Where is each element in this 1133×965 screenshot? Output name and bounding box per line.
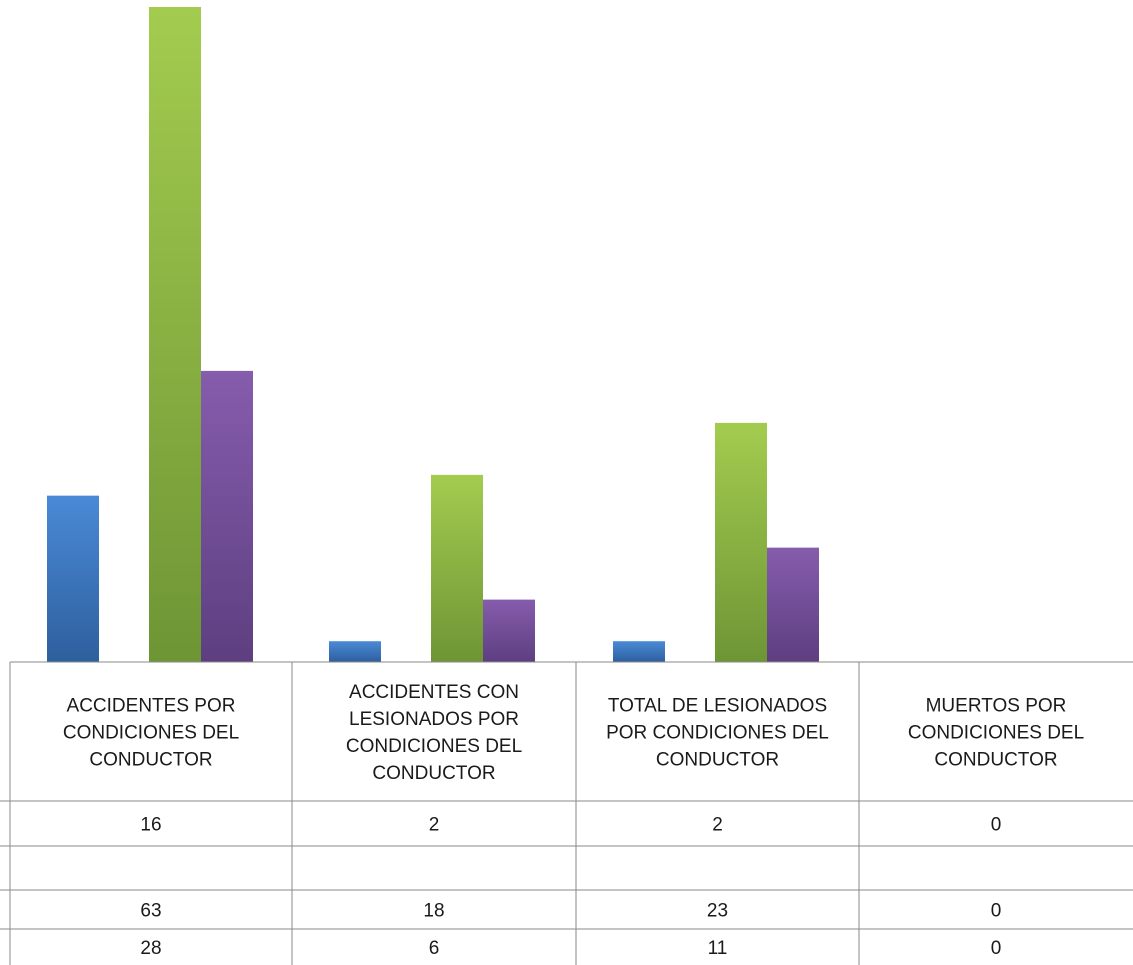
bar-s3-c2	[767, 547, 819, 662]
category-label: ACCIDENTES CON LESIONADOS POR CONDICIONES …	[346, 682, 522, 784]
bar-s2-c0	[149, 7, 201, 662]
category-label: MUERTOS POR CONDICIONES DEL CONDUCTOR	[908, 696, 1084, 771]
bar-s3-c0	[201, 370, 253, 662]
category-label: ACCIDENTES POR CONDICIONES DEL CONDUCTOR	[63, 696, 239, 771]
data-label: 11	[708, 938, 728, 959]
data-label: 2	[712, 815, 723, 836]
data-label: 6	[429, 938, 440, 959]
bar-s0-c2	[613, 641, 665, 662]
bar-s0-c0	[47, 495, 99, 662]
bar-s3-c1	[483, 599, 535, 662]
data-label: 0	[991, 901, 1002, 922]
data-table: ACCIDENTES POR CONDICIONES DEL CONDUCTOR AC…	[0, 661, 1133, 965]
data-label: 18	[423, 901, 444, 922]
bar-s2-c2	[715, 422, 767, 662]
bars-group	[47, 7, 819, 662]
data-label: 28	[140, 938, 161, 959]
data-label: 23	[707, 901, 728, 922]
data-label: 0	[991, 815, 1002, 836]
data-label: 16	[140, 815, 161, 836]
bar-s0-c1	[329, 641, 381, 662]
data-label: 0	[991, 938, 1002, 959]
data-label: 63	[140, 901, 161, 922]
bar-s2-c1	[431, 474, 483, 662]
category-label: TOTAL DE LESIONADOS POR CONDICIONES DEL CO…	[606, 696, 829, 771]
data-label: 2	[429, 815, 440, 836]
